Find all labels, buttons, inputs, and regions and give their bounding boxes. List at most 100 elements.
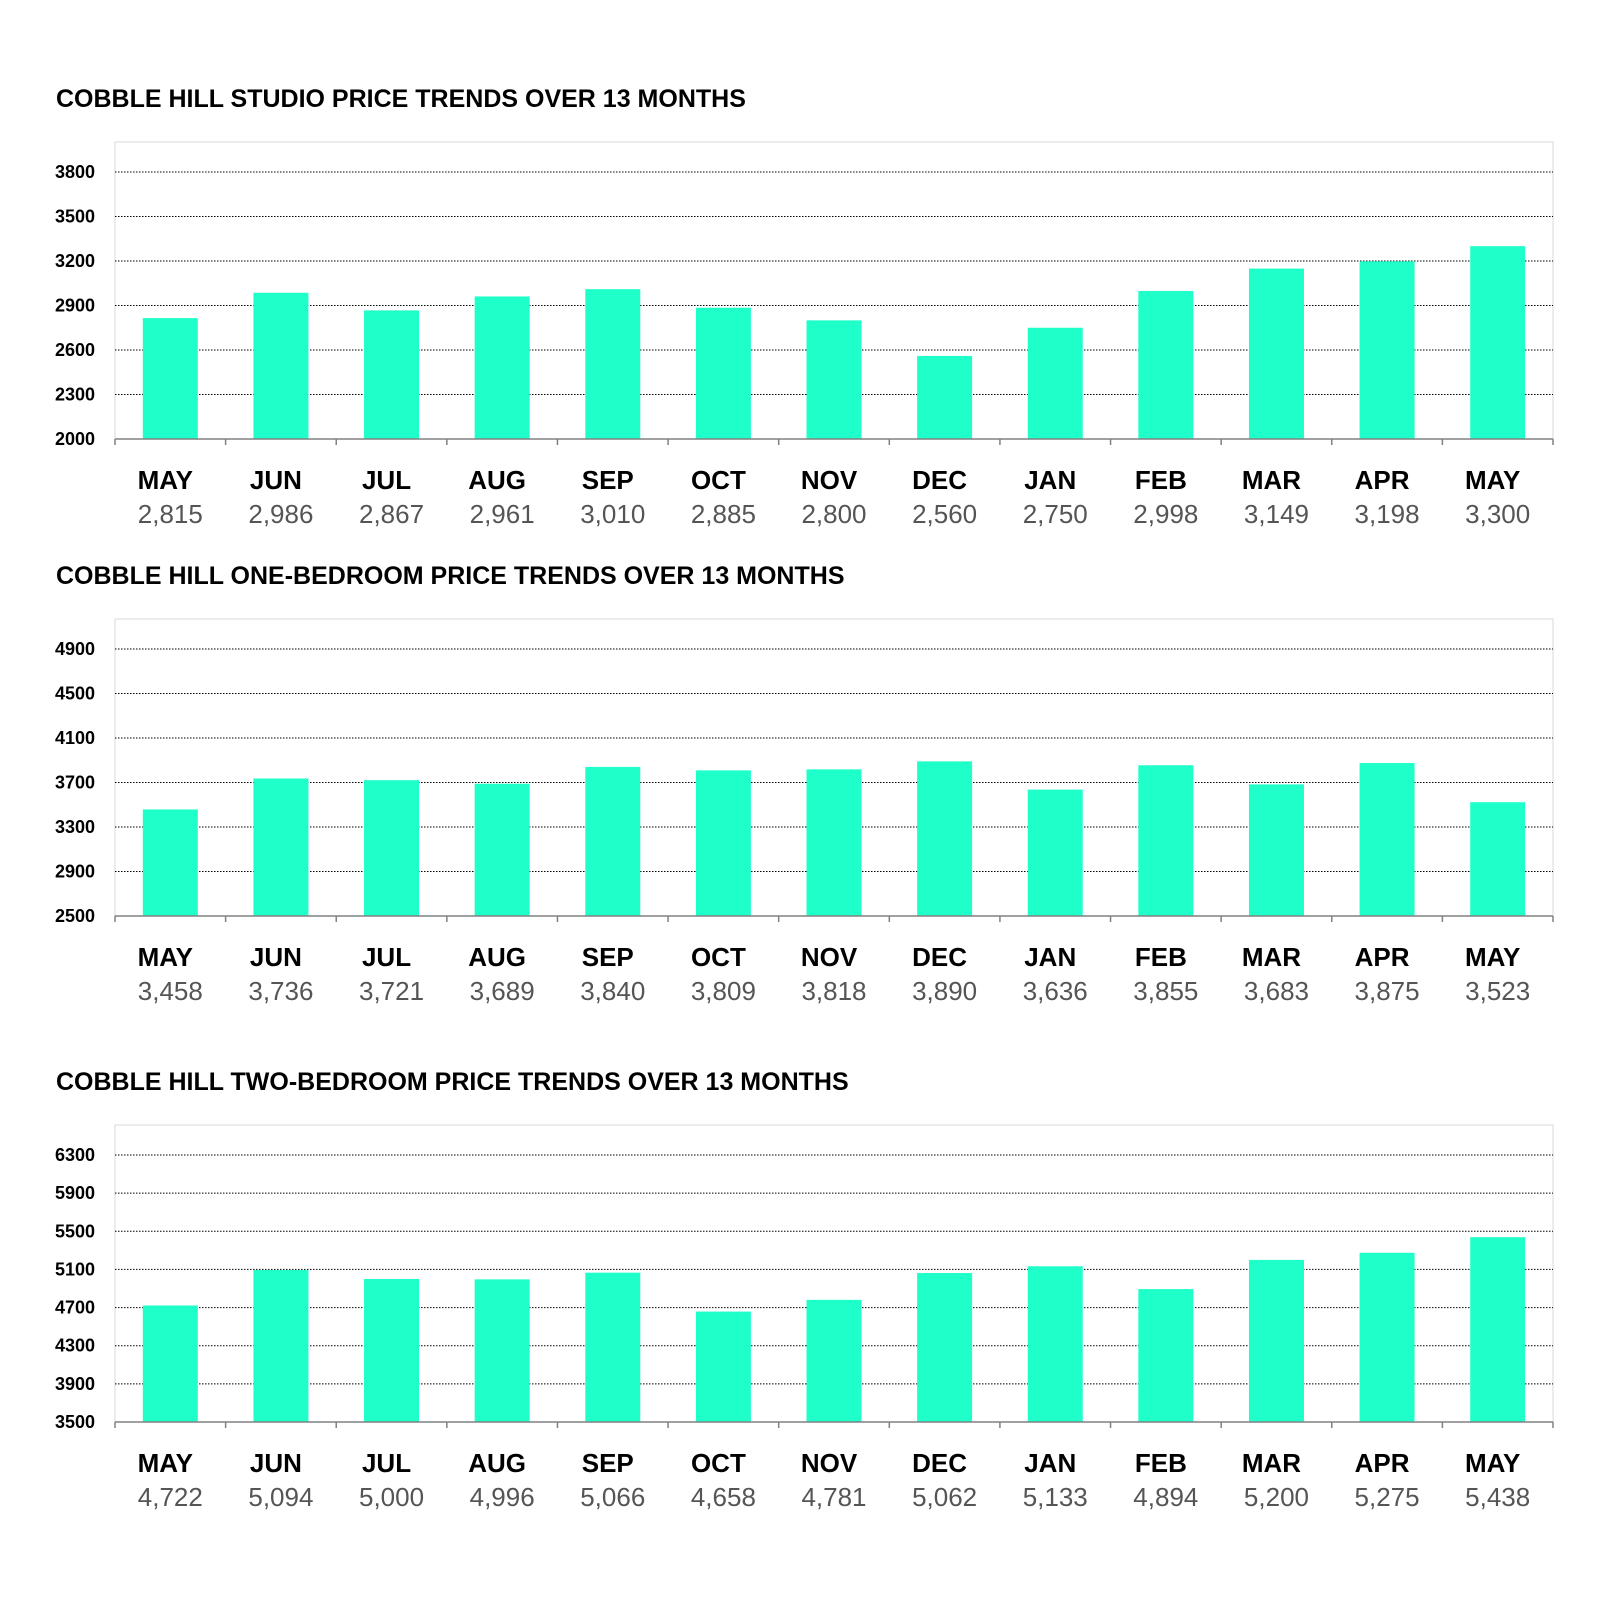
x-tick-label: NOV	[801, 942, 858, 972]
bar	[364, 310, 420, 439]
y-tick-label: 5500	[55, 1221, 95, 1241]
bar	[1470, 802, 1526, 916]
x-tick-label: NOV	[801, 465, 858, 495]
bar	[806, 320, 862, 439]
data-label: 2,961	[470, 499, 535, 529]
y-tick-label: 3500	[55, 1412, 95, 1432]
data-label: 2,750	[1023, 499, 1088, 529]
x-tick-label: JUN	[250, 1448, 302, 1478]
x-tick-label: FEB	[1135, 465, 1187, 495]
bar	[917, 355, 973, 439]
bar	[1359, 763, 1415, 916]
x-tick-label: OCT	[691, 942, 746, 972]
x-tick-label: JAN	[1024, 465, 1076, 495]
data-label: 5,000	[359, 1482, 424, 1512]
y-tick-label: 2000	[55, 429, 95, 449]
bar	[1138, 765, 1194, 916]
chart-title: COBBLE HILL STUDIO PRICE TRENDS OVER 13 …	[56, 85, 746, 113]
x-tick-label: APR	[1355, 1448, 1410, 1478]
y-tick-label: 4300	[55, 1336, 95, 1356]
x-tick-label: APR	[1355, 942, 1410, 972]
data-label: 3,818	[801, 976, 866, 1006]
bar	[474, 1279, 530, 1422]
bar	[1027, 789, 1083, 916]
y-tick-label: 3900	[55, 1374, 95, 1394]
bar	[585, 766, 641, 916]
x-tick-label: JUL	[362, 1448, 411, 1478]
data-label: 3,458	[138, 976, 203, 1006]
chart-title: COBBLE HILL TWO-BEDROOM PRICE TRENDS OVE…	[56, 1068, 849, 1096]
data-label: 3,890	[912, 976, 977, 1006]
bar	[1027, 1266, 1083, 1422]
x-tick-label: MAR	[1242, 942, 1301, 972]
data-label: 4,996	[470, 1482, 535, 1512]
data-label: 4,781	[801, 1482, 866, 1512]
bar	[917, 1273, 973, 1422]
data-label: 5,066	[580, 1482, 645, 1512]
bar	[474, 296, 530, 439]
two-bedroom-chart-panel: COBBLE HILL TWO-BEDROOM PRICE TRENDS OVE…	[0, 1068, 1600, 1548]
bar	[1359, 261, 1415, 439]
bar	[1248, 268, 1304, 439]
y-tick-label: 4900	[55, 639, 95, 659]
x-tick-label: DEC	[912, 1448, 967, 1478]
data-label: 4,722	[138, 1482, 203, 1512]
x-tick-label: DEC	[912, 942, 967, 972]
data-label: 5,200	[1244, 1482, 1309, 1512]
bar	[1027, 327, 1083, 439]
data-label: 2,815	[138, 499, 203, 529]
data-label: 2,800	[801, 499, 866, 529]
y-tick-label: 5100	[55, 1259, 95, 1279]
y-tick-label: 4500	[55, 684, 95, 704]
data-label: 3,736	[248, 976, 313, 1006]
y-tick-label: 3500	[55, 207, 95, 227]
data-label: 3,689	[470, 976, 535, 1006]
one-bedroom-bar-chart: 2500 2900 3300 3700 4100 4500 4900 MAY 3,458 JUN 3…	[55, 618, 1554, 1006]
y-tick-label: 4100	[55, 728, 95, 748]
x-tick-label: OCT	[691, 1448, 746, 1478]
data-label: 3,875	[1355, 976, 1420, 1006]
data-label: 3,198	[1355, 499, 1420, 529]
x-tick-label: SEP	[582, 1448, 634, 1478]
bar	[253, 778, 309, 916]
bar	[1359, 1252, 1415, 1422]
data-label: 3,840	[580, 976, 645, 1006]
x-tick-label: NOV	[801, 1448, 858, 1478]
x-tick-label: AUG	[468, 1448, 526, 1478]
x-tick-label: SEP	[582, 942, 634, 972]
y-tick-label: 4700	[55, 1298, 95, 1318]
data-label: 3,809	[691, 976, 756, 1006]
y-tick-label: 2900	[55, 296, 95, 316]
bar	[1248, 1259, 1304, 1422]
x-tick-label: SEP	[582, 465, 634, 495]
bar	[253, 292, 309, 439]
data-label: 2,986	[248, 499, 313, 529]
y-tick-label: 3800	[55, 162, 95, 182]
y-tick-label: 2500	[55, 906, 95, 926]
data-label: 5,275	[1355, 1482, 1420, 1512]
x-tick-label: JUN	[250, 942, 302, 972]
bar	[142, 1305, 198, 1422]
x-tick-label: MAR	[1242, 465, 1301, 495]
x-tick-label: JAN	[1024, 942, 1076, 972]
data-label: 5,062	[912, 1482, 977, 1512]
data-label: 4,658	[691, 1482, 756, 1512]
data-label: 3,523	[1465, 976, 1530, 1006]
data-label: 2,885	[691, 499, 756, 529]
data-label: 3,300	[1465, 499, 1530, 529]
y-tick-label: 3200	[55, 251, 95, 271]
x-tick-label: MAY	[138, 942, 193, 972]
bar	[142, 809, 198, 916]
x-tick-label: JAN	[1024, 1448, 1076, 1478]
data-label: 3,721	[359, 976, 424, 1006]
bar	[364, 780, 420, 916]
x-tick-label: JUL	[362, 465, 411, 495]
x-tick-label: MAY	[1465, 942, 1520, 972]
y-tick-label: 6300	[55, 1145, 95, 1165]
bar	[1138, 290, 1194, 439]
y-tick-label: 3700	[55, 773, 95, 793]
x-tick-label: OCT	[691, 465, 746, 495]
bar	[585, 289, 641, 439]
bar	[585, 1272, 641, 1422]
y-tick-label: 2900	[55, 862, 95, 882]
